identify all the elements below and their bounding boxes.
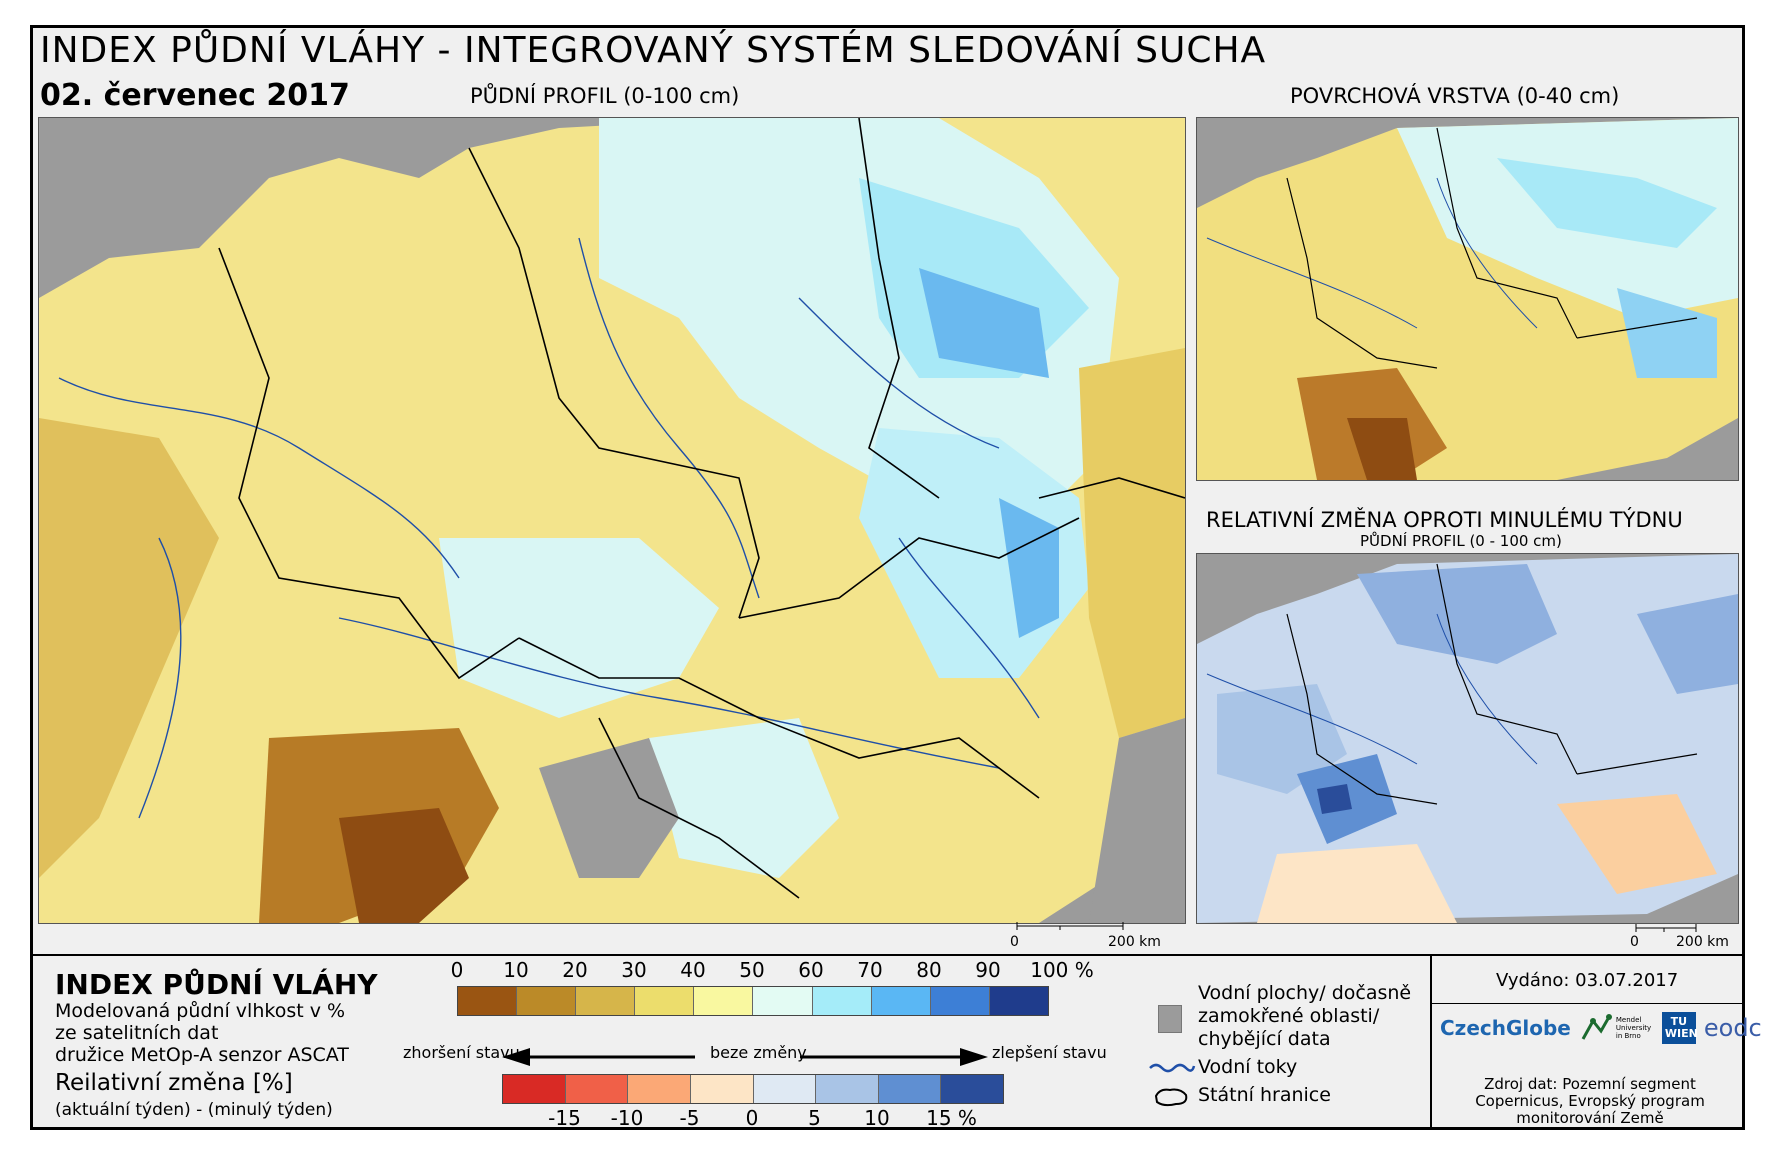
moisture-swatch xyxy=(753,987,813,1015)
moisture-swatch xyxy=(871,987,931,1015)
moisture-tick-label: 0 xyxy=(450,958,464,982)
worse-label: zhoršení stavu xyxy=(403,1043,520,1062)
change-legend-title: Reilativní změna [%] xyxy=(55,1070,293,1096)
change-scale-zero: 0 xyxy=(1630,934,1639,950)
moisture-swatch xyxy=(812,987,872,1015)
page-title: INDEX PŮDNÍ VLÁHY - INTEGROVANÝ SYSTÉM S… xyxy=(40,30,1267,71)
moisture-swatch xyxy=(635,987,695,1015)
legend-title: INDEX PŮDNÍ VLÁHY xyxy=(55,968,378,1001)
change-swatch xyxy=(753,1075,817,1103)
moisture-tick-label: 90 xyxy=(975,958,1001,982)
moisture-tick-label: 50 xyxy=(739,958,765,982)
change-tick-label: 0 xyxy=(745,1106,759,1130)
change-map-sublabel: PŮDNÍ PROFIL (0 - 100 cm) xyxy=(1360,532,1562,550)
change-swatch xyxy=(690,1075,754,1103)
change-swatch xyxy=(503,1075,566,1103)
main-soil-moisture-map[interactable] xyxy=(38,117,1186,924)
moisture-tick-label: 60 xyxy=(798,958,824,982)
mendel-text: Mendel University in Brno xyxy=(1615,1016,1652,1040)
mendel-logo: Mendel University in Brno xyxy=(1579,1013,1654,1043)
data-source: Zdroj dat: Pozemní segment Copernicus, E… xyxy=(1440,1076,1740,1127)
change-swatch xyxy=(878,1075,942,1103)
main-map-label: PŮDNÍ PROFIL (0-100 cm) xyxy=(470,84,740,108)
mendel-emblem-icon xyxy=(1581,1014,1612,1040)
moisture-swatch xyxy=(517,987,577,1015)
change-direction-arrows xyxy=(502,1048,988,1066)
water-bodies-line: zamokřené oblasti/ xyxy=(1198,1005,1380,1027)
change-map-label: RELATIVNÍ ZMĚNA OPROTI MINULÉMU TÝDNU xyxy=(1206,508,1683,532)
moisture-tick-label: 30 xyxy=(621,958,647,982)
moisture-swatch xyxy=(458,987,518,1015)
borders-legend: Státní hranice xyxy=(1198,1084,1331,1106)
change-scale-end: 200 km xyxy=(1676,934,1729,950)
moisture-tick-label: 10 xyxy=(503,958,529,982)
relative-change-map[interactable] xyxy=(1196,553,1739,924)
issued-divider xyxy=(1432,1003,1745,1004)
change-color-ramp xyxy=(502,1074,1004,1104)
main-scale-zero: 0 xyxy=(1010,934,1019,950)
moisture-tick-label: 40 xyxy=(680,958,706,982)
change-tick-label: -5 xyxy=(679,1106,700,1130)
change-tick-label: 15 % xyxy=(926,1106,977,1130)
source-line: monitorování Země xyxy=(1516,1109,1664,1127)
moisture-tick-label: 80 xyxy=(916,958,942,982)
surface-map-label: POVRCHOVÁ VRSTVA (0-40 cm) xyxy=(1290,84,1620,108)
change-swatch xyxy=(816,1075,879,1103)
change-legend-desc: (aktuální týden) - (minulý týden) xyxy=(55,1100,333,1120)
legend-divider xyxy=(30,954,1745,956)
legend-desc-line: Modelovaná půdní vlhkost v % xyxy=(55,1000,346,1022)
border-icon xyxy=(1154,1088,1188,1107)
scale-bar-graphic xyxy=(1016,922,1124,930)
change-swatch xyxy=(628,1075,691,1103)
legend-desc-line: ze satelitních dat xyxy=(55,1022,219,1044)
legend-column-divider xyxy=(1430,956,1432,1130)
water-bodies-line: Vodní plochy/ dočasně xyxy=(1198,982,1412,1004)
water-bodies-line: chybějící data xyxy=(1198,1028,1331,1050)
partner-logos: CzechGlobe Mendel University in Brno TU … xyxy=(1440,1012,1762,1044)
surface-moisture-map[interactable] xyxy=(1196,117,1739,481)
change-tick-label: -15 xyxy=(548,1106,581,1130)
change-swatch xyxy=(565,1075,629,1103)
source-line: Zdroj dat: Pozemní segment xyxy=(1484,1075,1696,1093)
moisture-color-ramp xyxy=(457,986,1049,1016)
river-icon xyxy=(1149,1063,1196,1073)
change-tick-label: -10 xyxy=(610,1106,644,1130)
legend-description: Modelovaná půdní vlhkost v % ze satelitn… xyxy=(55,1000,349,1066)
rivers-legend: Vodní toky xyxy=(1198,1056,1298,1078)
moisture-swatch xyxy=(694,987,754,1015)
moisture-swatch xyxy=(989,987,1048,1015)
main-scale-end: 200 km xyxy=(1108,934,1161,950)
tuwien-logo: TU WIEN xyxy=(1661,1012,1698,1044)
missing-data-swatch xyxy=(1158,1005,1182,1033)
moisture-swatch xyxy=(576,987,636,1015)
eodc-logo: eodc xyxy=(1703,1014,1762,1042)
czechglobe-logo: CzechGlobe xyxy=(1440,1016,1571,1040)
change-scale-graphic xyxy=(1635,924,1697,932)
moisture-tick-label: 100 % xyxy=(1030,958,1094,982)
change-tick-label: 10 xyxy=(864,1106,890,1130)
change-tick-label: 5 xyxy=(808,1106,821,1130)
moisture-swatch xyxy=(930,987,990,1015)
issued-date: Vydáno: 03.07.2017 xyxy=(1496,970,1679,991)
map-date: 02. červenec 2017 xyxy=(40,78,350,113)
legend-desc-line: družice MetOp-A senzor ASCAT xyxy=(55,1044,349,1066)
moisture-tick-label: 20 xyxy=(562,958,588,982)
no-change-label: beze změny xyxy=(710,1043,807,1062)
water-bodies-legend: Vodní plochy/ dočasně zamokřené oblasti/… xyxy=(1198,982,1411,1051)
change-swatch xyxy=(941,1075,1003,1103)
moisture-tick-label: 70 xyxy=(857,958,883,982)
better-label: zlepšení stavu xyxy=(992,1043,1107,1062)
source-line: Copernicus, Evropský program xyxy=(1475,1092,1705,1110)
